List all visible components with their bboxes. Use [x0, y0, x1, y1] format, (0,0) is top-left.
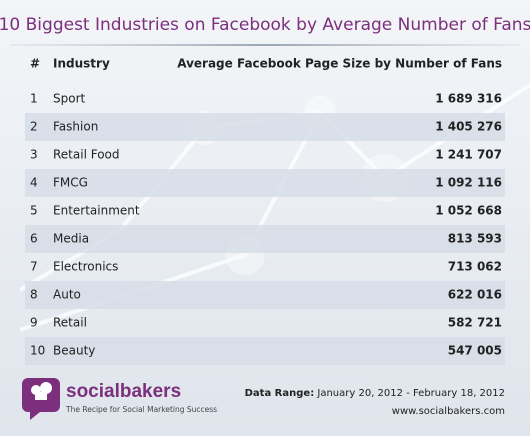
rank: 10: [30, 344, 45, 358]
data-range: Data Range: January 20, 2012 - February …: [245, 388, 505, 399]
fan-count: 713 062: [448, 260, 502, 274]
column-header: Average Facebook Page Size by Number of …: [177, 57, 502, 71]
rank: 5: [30, 204, 38, 218]
rank: 8: [30, 288, 38, 302]
fan-count: 1 405 276: [435, 120, 502, 134]
row-band: [25, 337, 505, 365]
rank: 7: [30, 260, 38, 274]
fan-count: 1 092 116: [435, 176, 502, 190]
industry: Sport: [53, 92, 86, 106]
title-rule: [10, 44, 520, 46]
industry: Retail: [53, 316, 87, 330]
industry: Media: [53, 232, 89, 246]
range: January 20, 2012 - February 18, 2012: [316, 388, 505, 399]
tagline: The Recipe for Social Marketing Success: [65, 405, 217, 414]
industry: Electronics: [53, 260, 118, 274]
row-band: [25, 225, 505, 253]
fan-count: 813 593: [448, 232, 502, 246]
fan-count: 582 721: [448, 316, 502, 330]
fan-count: 547 005: [448, 344, 502, 358]
url: www.socialbakers.com: [392, 406, 505, 417]
rank: 6: [30, 232, 38, 246]
row-band: [25, 169, 505, 197]
industry: Entertainment: [53, 204, 140, 218]
fan-count: 1 241 707: [435, 148, 502, 162]
industry: FMCG: [53, 176, 88, 190]
industry: Retail Food: [53, 148, 120, 162]
logo-text: socialbakers: [66, 381, 181, 402]
fan-count: 622 016: [448, 288, 502, 302]
range-label: Data Range:: [245, 388, 315, 399]
logo: [22, 378, 60, 420]
rank: 1: [30, 92, 38, 106]
column-header: #: [30, 57, 40, 71]
column-header: Industry: [53, 57, 110, 71]
industry: Fashion: [53, 120, 98, 134]
row-band: [25, 113, 505, 141]
industry: Auto: [53, 288, 81, 302]
fan-count: 1 689 316: [435, 92, 502, 106]
industry: Beauty: [53, 344, 95, 358]
fan-count: 1 052 668: [435, 204, 502, 218]
rank: 9: [30, 316, 38, 330]
rank: 4: [30, 176, 38, 190]
row-band: [25, 281, 505, 309]
rank: 3: [30, 148, 38, 162]
title: 10 Biggest Industries on Facebook by Ave…: [0, 15, 530, 35]
rank: 2: [30, 120, 38, 134]
table: # Industry Average Facebook Page Size by N…: [25, 57, 505, 365]
